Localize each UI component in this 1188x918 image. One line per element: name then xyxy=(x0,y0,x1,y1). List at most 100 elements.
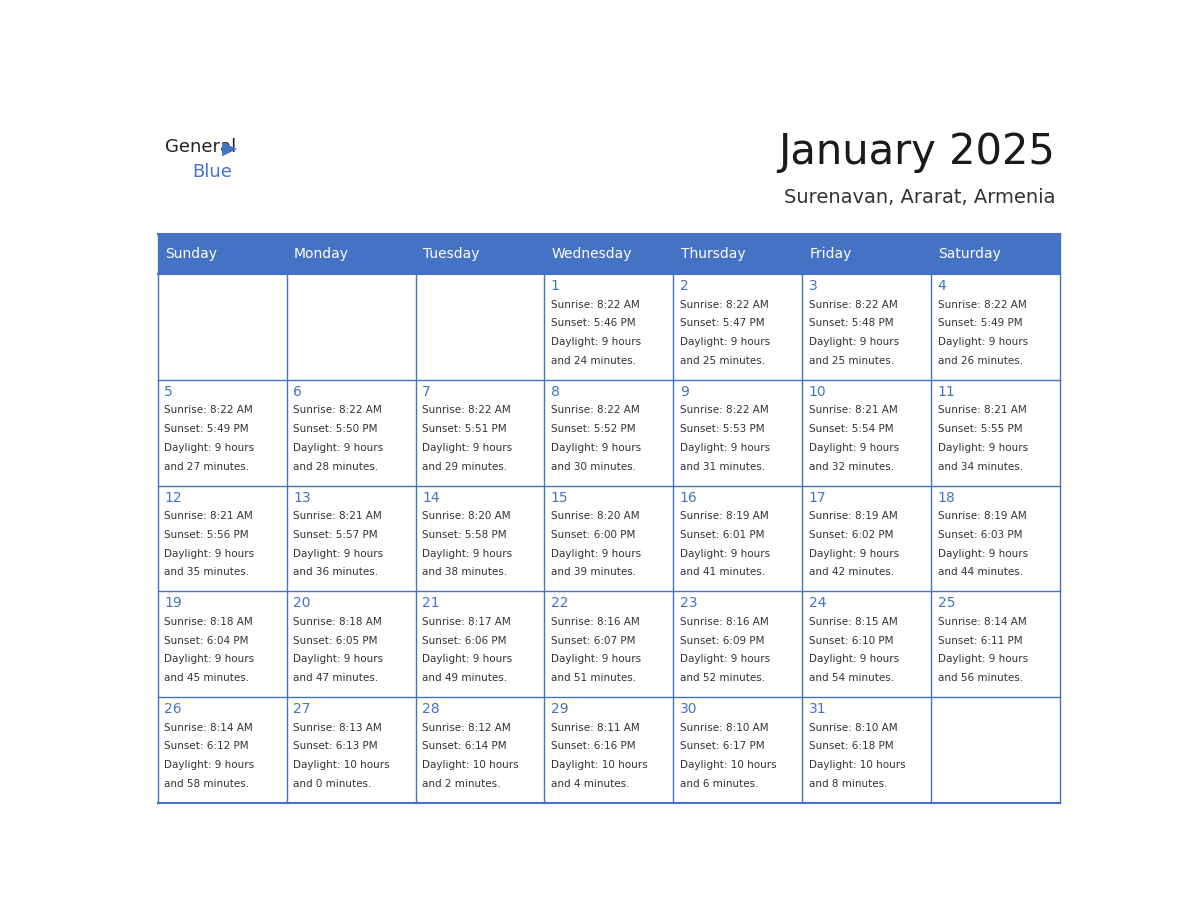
Text: Sunset: 5:55 PM: Sunset: 5:55 PM xyxy=(937,424,1022,434)
Text: General: General xyxy=(165,139,236,156)
Text: and 51 minutes.: and 51 minutes. xyxy=(551,673,636,683)
Text: 27: 27 xyxy=(293,702,310,716)
Bar xyxy=(544,591,674,697)
Text: Daylight: 10 hours: Daylight: 10 hours xyxy=(809,760,905,770)
Bar xyxy=(158,274,286,380)
Text: and 31 minutes.: and 31 minutes. xyxy=(680,462,765,472)
Text: Sunrise: 8:14 AM: Sunrise: 8:14 AM xyxy=(164,722,253,733)
Text: Daylight: 9 hours: Daylight: 9 hours xyxy=(293,655,384,665)
Text: 3: 3 xyxy=(809,279,817,293)
Text: Wednesday: Wednesday xyxy=(551,247,632,261)
Text: Daylight: 9 hours: Daylight: 9 hours xyxy=(937,549,1028,559)
Text: 2: 2 xyxy=(680,279,689,293)
Text: and 42 minutes.: and 42 minutes. xyxy=(809,567,893,577)
Text: Sunrise: 8:14 AM: Sunrise: 8:14 AM xyxy=(937,617,1026,627)
Text: Daylight: 9 hours: Daylight: 9 hours xyxy=(164,442,254,453)
Text: Sunset: 6:16 PM: Sunset: 6:16 PM xyxy=(551,742,636,751)
Text: Daylight: 9 hours: Daylight: 9 hours xyxy=(937,337,1028,347)
Text: Daylight: 9 hours: Daylight: 9 hours xyxy=(422,549,512,559)
Text: and 54 minutes.: and 54 minutes. xyxy=(809,673,893,683)
Text: Sunrise: 8:10 AM: Sunrise: 8:10 AM xyxy=(809,722,897,733)
Text: Sunday: Sunday xyxy=(165,247,217,261)
Text: and 49 minutes.: and 49 minutes. xyxy=(422,673,507,683)
Text: Sunset: 5:47 PM: Sunset: 5:47 PM xyxy=(680,319,764,329)
Text: Daylight: 9 hours: Daylight: 9 hours xyxy=(937,655,1028,665)
Text: and 28 minutes.: and 28 minutes. xyxy=(293,462,378,472)
Text: Monday: Monday xyxy=(293,247,349,261)
Text: Sunset: 5:48 PM: Sunset: 5:48 PM xyxy=(809,319,893,329)
Bar xyxy=(286,486,416,591)
Text: and 30 minutes.: and 30 minutes. xyxy=(551,462,636,472)
Text: Sunrise: 8:16 AM: Sunrise: 8:16 AM xyxy=(551,617,639,627)
Bar xyxy=(544,274,674,380)
Text: Sunrise: 8:18 AM: Sunrise: 8:18 AM xyxy=(293,617,381,627)
Text: Friday: Friday xyxy=(809,247,852,261)
Text: Sunrise: 8:12 AM: Sunrise: 8:12 AM xyxy=(422,722,511,733)
Text: and 29 minutes.: and 29 minutes. xyxy=(422,462,507,472)
Bar xyxy=(802,697,931,803)
Bar xyxy=(544,380,674,486)
Text: and 6 minutes.: and 6 minutes. xyxy=(680,779,758,789)
Text: 20: 20 xyxy=(293,597,310,610)
Text: Sunrise: 8:22 AM: Sunrise: 8:22 AM xyxy=(422,406,511,415)
Text: Sunset: 5:57 PM: Sunset: 5:57 PM xyxy=(293,530,378,540)
Bar xyxy=(416,486,544,591)
Text: Daylight: 9 hours: Daylight: 9 hours xyxy=(551,337,642,347)
Bar xyxy=(931,486,1060,591)
Text: Thursday: Thursday xyxy=(681,247,745,261)
Text: and 52 minutes.: and 52 minutes. xyxy=(680,673,765,683)
Text: 4: 4 xyxy=(937,279,947,293)
Text: 29: 29 xyxy=(551,702,569,716)
Text: Surenavan, Ararat, Armenia: Surenavan, Ararat, Armenia xyxy=(784,188,1055,207)
Text: Sunset: 5:46 PM: Sunset: 5:46 PM xyxy=(551,319,636,329)
Bar xyxy=(544,234,674,274)
Text: Sunset: 6:09 PM: Sunset: 6:09 PM xyxy=(680,635,764,645)
Text: 8: 8 xyxy=(551,385,560,398)
Text: Daylight: 9 hours: Daylight: 9 hours xyxy=(551,655,642,665)
Text: Sunset: 6:05 PM: Sunset: 6:05 PM xyxy=(293,635,378,645)
Bar xyxy=(544,486,674,591)
Text: 17: 17 xyxy=(809,490,827,505)
Text: 22: 22 xyxy=(551,597,568,610)
Text: and 38 minutes.: and 38 minutes. xyxy=(422,567,507,577)
Text: 14: 14 xyxy=(422,490,440,505)
Text: Sunrise: 8:21 AM: Sunrise: 8:21 AM xyxy=(164,511,253,521)
Text: Sunset: 6:12 PM: Sunset: 6:12 PM xyxy=(164,742,248,751)
Text: Sunrise: 8:22 AM: Sunrise: 8:22 AM xyxy=(551,406,639,415)
Text: Daylight: 9 hours: Daylight: 9 hours xyxy=(809,549,899,559)
Text: and 36 minutes.: and 36 minutes. xyxy=(293,567,378,577)
Text: and 44 minutes.: and 44 minutes. xyxy=(937,567,1023,577)
Text: 30: 30 xyxy=(680,702,697,716)
Text: and 35 minutes.: and 35 minutes. xyxy=(164,567,249,577)
Text: Daylight: 10 hours: Daylight: 10 hours xyxy=(422,760,519,770)
Text: Sunrise: 8:22 AM: Sunrise: 8:22 AM xyxy=(551,299,639,309)
Text: Sunset: 5:56 PM: Sunset: 5:56 PM xyxy=(164,530,248,540)
Text: Sunrise: 8:17 AM: Sunrise: 8:17 AM xyxy=(422,617,511,627)
Text: Sunrise: 8:22 AM: Sunrise: 8:22 AM xyxy=(937,299,1026,309)
Bar xyxy=(802,380,931,486)
Text: Daylight: 9 hours: Daylight: 9 hours xyxy=(680,337,770,347)
Text: and 24 minutes.: and 24 minutes. xyxy=(551,356,636,366)
Text: Sunset: 5:50 PM: Sunset: 5:50 PM xyxy=(293,424,378,434)
Text: Sunset: 6:01 PM: Sunset: 6:01 PM xyxy=(680,530,764,540)
Text: ▶: ▶ xyxy=(222,139,238,157)
Text: 10: 10 xyxy=(809,385,827,398)
Bar xyxy=(931,380,1060,486)
Text: Sunrise: 8:19 AM: Sunrise: 8:19 AM xyxy=(809,511,897,521)
Bar xyxy=(416,274,544,380)
Text: Sunset: 5:53 PM: Sunset: 5:53 PM xyxy=(680,424,764,434)
Text: Sunrise: 8:22 AM: Sunrise: 8:22 AM xyxy=(680,299,769,309)
Bar xyxy=(802,234,931,274)
Text: and 39 minutes.: and 39 minutes. xyxy=(551,567,636,577)
Text: Sunset: 6:06 PM: Sunset: 6:06 PM xyxy=(422,635,506,645)
Text: Sunrise: 8:16 AM: Sunrise: 8:16 AM xyxy=(680,617,769,627)
Bar xyxy=(802,591,931,697)
Text: Daylight: 9 hours: Daylight: 9 hours xyxy=(680,655,770,665)
Text: Daylight: 9 hours: Daylight: 9 hours xyxy=(164,760,254,770)
Text: Sunrise: 8:22 AM: Sunrise: 8:22 AM xyxy=(809,299,897,309)
Text: Sunrise: 8:22 AM: Sunrise: 8:22 AM xyxy=(680,406,769,415)
Text: and 4 minutes.: and 4 minutes. xyxy=(551,779,630,789)
Text: Sunrise: 8:15 AM: Sunrise: 8:15 AM xyxy=(809,617,897,627)
Bar xyxy=(158,697,286,803)
Text: Sunset: 5:58 PM: Sunset: 5:58 PM xyxy=(422,530,506,540)
